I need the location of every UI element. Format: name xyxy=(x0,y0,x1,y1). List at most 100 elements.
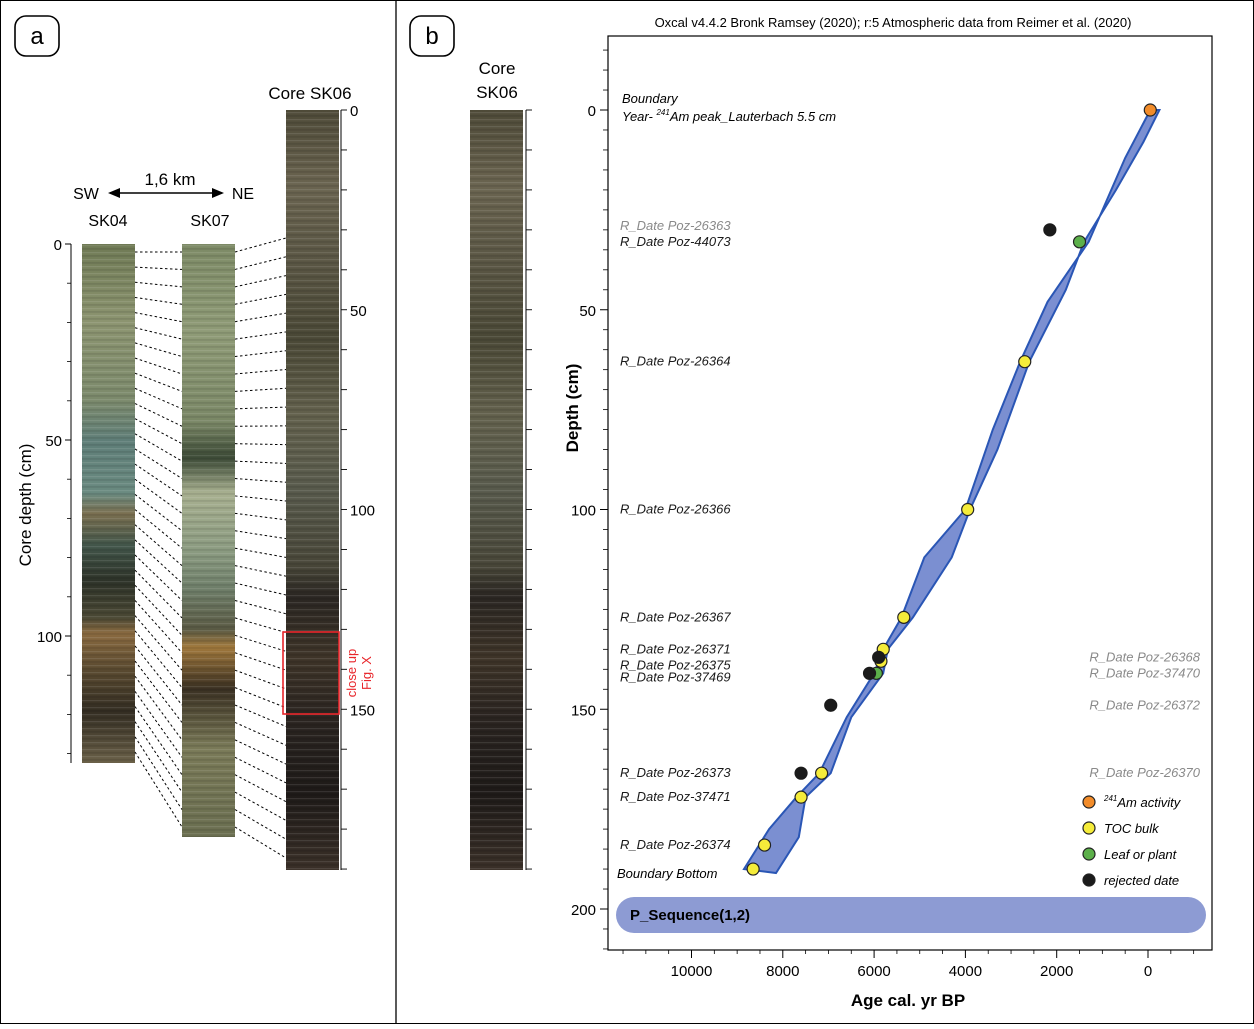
data-point xyxy=(898,611,910,623)
data-point xyxy=(1144,104,1156,116)
correlation-line xyxy=(235,740,286,764)
correlation-line xyxy=(235,276,286,287)
correlation-line xyxy=(235,583,286,595)
correlation-line xyxy=(235,531,286,539)
correlation-line xyxy=(235,827,286,858)
core-b-ticks xyxy=(526,110,532,869)
correlation-line xyxy=(235,566,286,577)
legend-label: TOC bulk xyxy=(1104,821,1160,836)
legend-text: Am activity xyxy=(1116,795,1181,810)
correlation-line xyxy=(235,600,286,613)
correlation-line xyxy=(235,618,286,633)
correlation-line xyxy=(135,722,182,792)
y-tick-label: 150 xyxy=(571,702,596,719)
legend-marker xyxy=(1083,874,1095,886)
y-axis-label: Depth (cm) xyxy=(563,364,582,453)
date-label: R_Date Poz-26374 xyxy=(620,837,731,852)
correlation-line xyxy=(135,646,182,705)
correlation-line xyxy=(135,691,182,757)
correlation-line xyxy=(135,419,182,444)
correlation-line xyxy=(135,313,182,322)
data-point xyxy=(962,504,974,516)
correlation-line xyxy=(235,479,286,483)
correlation-line xyxy=(135,464,182,496)
correlation-line xyxy=(235,332,286,339)
legend-marker xyxy=(1083,848,1095,860)
legend-label: Leaf or plant xyxy=(1104,847,1178,862)
data-point xyxy=(864,667,876,679)
y-tick-label: 200 xyxy=(571,902,596,919)
correlation-line xyxy=(135,297,182,304)
oxcal-header: Oxcal v4.4.2 Bronk Ramsey (2020); r:5 At… xyxy=(655,15,1132,30)
correlation-line xyxy=(235,653,286,670)
correlation-line xyxy=(135,494,182,530)
distance-label: 1,6 km xyxy=(144,170,195,189)
date-label: R_Date Poz-26367 xyxy=(620,609,731,624)
core-label-line1: Core xyxy=(479,59,516,78)
x-tick-label: 4000 xyxy=(949,963,982,980)
correlation-line xyxy=(235,792,286,820)
correlation-line xyxy=(235,461,286,463)
data-point xyxy=(747,863,759,875)
correlation-line xyxy=(235,444,286,445)
correlation-line xyxy=(135,616,182,671)
sequence-label: P_Sequence(1,2) xyxy=(630,907,750,924)
direction-sw: SW xyxy=(73,186,100,203)
correlation-line xyxy=(135,373,182,391)
correlation-line xyxy=(135,676,182,740)
rejected-date-label: R_Date Poz-26370 xyxy=(1089,765,1200,780)
core-sk07-title: SK07 xyxy=(190,213,229,230)
correlation-line xyxy=(235,407,286,409)
legend-sup: 241 xyxy=(1103,794,1117,803)
boundary-top-line1: Boundary xyxy=(622,91,679,106)
direction-ne: NE xyxy=(232,186,254,203)
correlation-line xyxy=(235,388,286,391)
sk06-tick-label: 50 xyxy=(350,303,367,320)
legend-label: 241Am activity xyxy=(1103,794,1182,810)
date-label: R_Date Poz-37471 xyxy=(620,789,731,804)
correlation-line xyxy=(135,525,182,566)
date-label: R_Date Poz-26363 xyxy=(620,218,731,233)
date-label: R_Date Poz-26371 xyxy=(620,641,731,656)
date-label: R_Date Poz-26366 xyxy=(620,502,731,517)
correlation-line xyxy=(135,707,182,775)
core-sk04-title: SK04 xyxy=(88,213,127,230)
legend-marker xyxy=(1083,822,1095,834)
correlation-line xyxy=(235,688,286,708)
correlation-line xyxy=(135,282,182,287)
correlation-line xyxy=(235,313,286,322)
correlation-line xyxy=(135,479,182,513)
core-depth-ylabel: Core depth (cm) xyxy=(16,444,35,567)
correlation-line xyxy=(135,358,182,374)
y-tick-label: 100 xyxy=(571,503,596,520)
probability-envelope xyxy=(744,110,1159,873)
correlation-line xyxy=(235,670,286,689)
correlation-line xyxy=(135,404,182,427)
data-points xyxy=(747,104,1156,875)
rejected-date-label: R_Date Poz-37470 xyxy=(1089,665,1200,680)
core-sk07-laminae xyxy=(182,244,235,837)
correlation-line xyxy=(135,388,182,408)
correlation-line xyxy=(135,540,182,583)
data-point xyxy=(816,767,828,779)
core-sk06-title: Core SK06 xyxy=(268,84,351,103)
data-point xyxy=(759,839,771,851)
x-tick-label: 2000 xyxy=(1040,963,1073,980)
correlation-line xyxy=(235,810,286,840)
correlation-line xyxy=(235,757,286,783)
correlation-line xyxy=(135,600,182,652)
correlation-line xyxy=(135,752,182,827)
correlation-line xyxy=(235,238,286,252)
correlation-line xyxy=(235,351,286,357)
data-point xyxy=(1074,236,1086,248)
sk06-tick-label: 150 xyxy=(350,702,375,719)
panel-a-letter: a xyxy=(30,23,44,50)
date-label: R_Date Poz-26373 xyxy=(620,765,731,780)
